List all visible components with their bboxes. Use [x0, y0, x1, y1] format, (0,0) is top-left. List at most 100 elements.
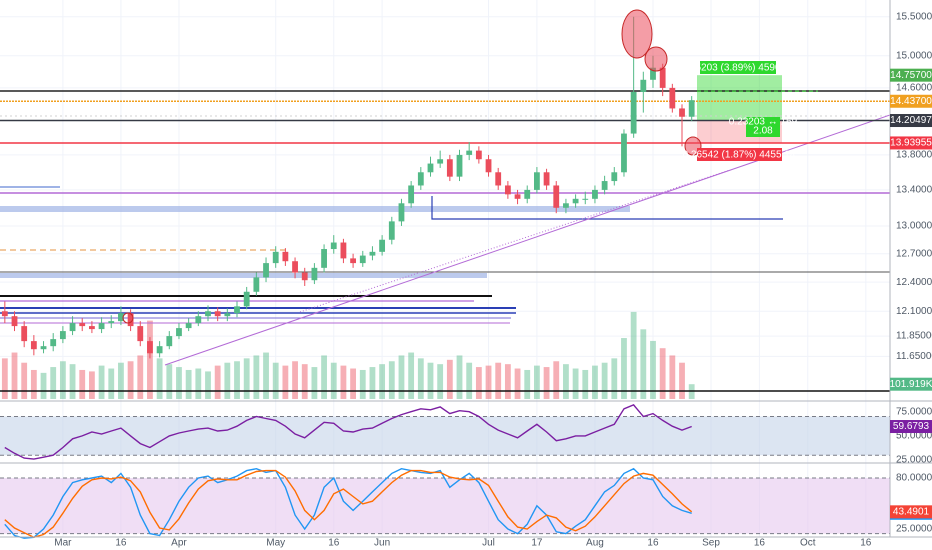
candle-body [147, 341, 153, 354]
volume-bar [321, 355, 327, 399]
candle-body [553, 185, 560, 208]
candle-body [311, 267, 318, 281]
candle-body [475, 150, 482, 160]
volume-label: 101.919K [890, 379, 932, 390]
candle-body [89, 326, 95, 330]
y-tick-label: 13.80000 [896, 150, 932, 161]
ratio-label-box [746, 117, 780, 137]
volume-bar [601, 362, 608, 399]
candle-body [243, 291, 250, 307]
volume-bar [640, 329, 647, 399]
candle-body [650, 67, 656, 80]
level-label-box [890, 114, 932, 128]
last-value-label-box [890, 420, 932, 434]
volume-bar [437, 364, 444, 399]
candle-body [456, 154, 463, 177]
volume-bar [21, 362, 28, 399]
last-value-label-box [890, 505, 932, 519]
candle-body [301, 272, 308, 281]
candle-body [427, 163, 434, 173]
y-tick-label: 12.70000 [896, 248, 932, 259]
volume-bar [427, 362, 434, 399]
level-label: 14.20497 [890, 115, 932, 126]
volume-bar [301, 364, 308, 399]
drawings [0, 90, 891, 392]
band-layer [0, 75, 890, 535]
target-label: 0.55203 (3.89%) 4590.29 [682, 63, 795, 74]
volume-bar [118, 362, 124, 399]
candle-body [59, 331, 66, 340]
candle-body [640, 79, 647, 92]
volume-bar [137, 355, 144, 399]
candle-body [388, 221, 395, 240]
volume-bar [485, 365, 492, 399]
volume-bar [243, 358, 250, 399]
volume-bar [253, 355, 260, 399]
candle-body [495, 172, 502, 186]
volume-bar [495, 362, 502, 399]
level-label: 14.43700 [890, 96, 932, 107]
stop-label-box [697, 148, 782, 161]
volume-bar [679, 362, 685, 399]
y-tick-label: 25.0000 [896, 524, 932, 535]
y-tick-label: 11.65000 [896, 351, 932, 362]
volume-bar [195, 368, 202, 399]
volume-bar [59, 361, 66, 399]
volume-bar [263, 352, 269, 399]
ratio-label: 2.08 [753, 126, 773, 137]
highlight-ellipse [122, 312, 134, 324]
candle-body [359, 255, 366, 264]
x-tick-label: 16 [115, 538, 127, 549]
volume-bar [456, 355, 463, 399]
x-tick-label: Mar [54, 538, 72, 549]
highlight-ellipse [644, 46, 668, 72]
candle-body [524, 189, 531, 199]
candle-body [214, 311, 221, 317]
candle-body [108, 321, 115, 324]
y-tick-label: 25.0000 [896, 455, 932, 466]
last-value-label: 43.4901 [893, 506, 930, 517]
trend-line [299, 169, 731, 313]
volume-bar [340, 365, 347, 399]
volume-bar [669, 355, 676, 399]
level-label: 13.93955 [890, 138, 932, 149]
level-label-box [890, 68, 932, 82]
volume-bar [650, 340, 656, 399]
candle-body [156, 346, 163, 354]
volume-bar [630, 311, 637, 399]
candle-body [514, 194, 521, 199]
candle-body [437, 159, 444, 164]
volume-bar [563, 364, 569, 399]
x-tick-label: Apr [171, 538, 187, 549]
candle-body [176, 328, 182, 337]
candle-body [118, 313, 124, 322]
candle-body [446, 159, 453, 177]
volume-bar [311, 367, 318, 399]
target-label-box [700, 61, 776, 74]
volume-layer [1, 311, 695, 399]
y-tick-label: 15.50000 [896, 11, 932, 22]
candle-body [292, 261, 298, 273]
candle-body [234, 306, 240, 314]
candle-body [592, 189, 598, 199]
volume-bar [417, 358, 424, 399]
candle-body [582, 198, 589, 200]
volume-bar [98, 365, 105, 399]
right-labels: 15.50000 15.00000 14.60000 13.80000 13.40000… [890, 11, 932, 535]
candle-body [263, 263, 269, 278]
volume-bar [40, 372, 47, 399]
candle-body [504, 185, 511, 195]
candle-body [40, 346, 47, 350]
candle-body [466, 150, 473, 155]
candle-body [659, 67, 666, 88]
drawn-band [0, 273, 487, 278]
x-tick-label: 17 [531, 538, 543, 549]
x-tick-label: Jun [374, 538, 390, 549]
candle-body [272, 251, 279, 264]
candle-body [253, 277, 260, 292]
highlight-ellipse [621, 9, 653, 59]
candle-body [630, 91, 637, 134]
volume-bar [292, 361, 298, 399]
volume-bar [147, 320, 153, 399]
